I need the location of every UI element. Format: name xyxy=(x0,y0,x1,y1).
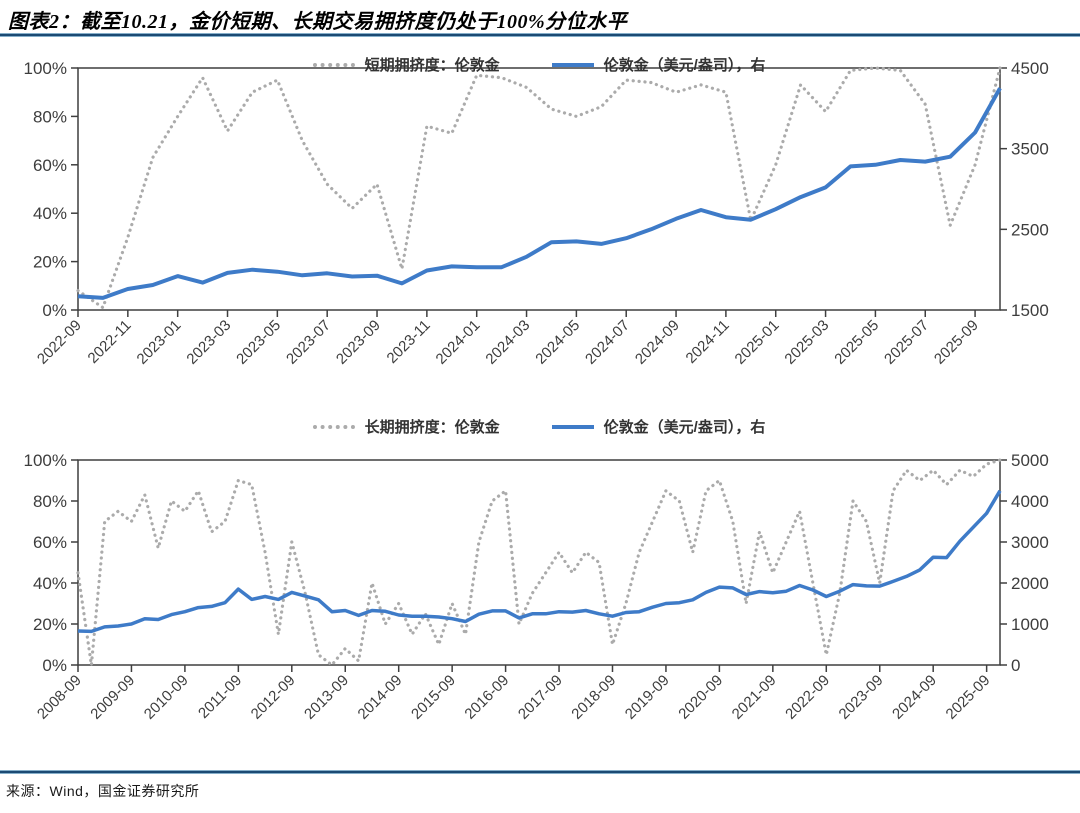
svg-text:2025-03: 2025-03 xyxy=(781,317,832,368)
svg-text:20%: 20% xyxy=(33,253,67,272)
legend-top-chart: 短期拥挤度：伦敦金 伦敦金（美元/盎司），右 xyxy=(78,54,1000,75)
svg-text:2023-07: 2023-07 xyxy=(283,317,334,368)
svg-text:2018-09: 2018-09 xyxy=(568,672,619,723)
title-divider xyxy=(0,33,1080,37)
svg-text:2011-09: 2011-09 xyxy=(195,672,245,722)
legend-item-long-term-crowding: 长期拥挤度：伦敦金 xyxy=(312,416,500,437)
svg-text:2024-11: 2024-11 xyxy=(683,317,733,367)
svg-text:60%: 60% xyxy=(33,156,67,175)
svg-text:40%: 40% xyxy=(33,574,67,593)
svg-text:1000: 1000 xyxy=(1011,615,1049,634)
svg-text:5000: 5000 xyxy=(1011,451,1049,470)
svg-text:2019-09: 2019-09 xyxy=(622,672,673,723)
legend-label: 长期拥挤度：伦敦金 xyxy=(364,419,500,436)
svg-text:2500: 2500 xyxy=(1011,220,1049,239)
source-note: 来源：Wind，国金证券研究所 xyxy=(6,783,200,799)
svg-text:2024-09: 2024-09 xyxy=(632,317,683,368)
svg-text:20%: 20% xyxy=(33,615,67,634)
svg-text:2025-01: 2025-01 xyxy=(732,317,783,368)
svg-text:2024-05: 2024-05 xyxy=(532,317,583,368)
svg-text:2024-07: 2024-07 xyxy=(582,317,633,368)
svg-text:0%: 0% xyxy=(42,301,67,320)
svg-text:2022-09: 2022-09 xyxy=(782,672,833,723)
svg-text:2020-09: 2020-09 xyxy=(675,672,726,723)
svg-text:2024-09: 2024-09 xyxy=(889,672,940,723)
svg-text:2012-09: 2012-09 xyxy=(248,672,299,723)
svg-text:2023-09: 2023-09 xyxy=(333,317,384,368)
solid-line-swatch xyxy=(551,424,594,429)
legend-bottom-chart: 长期拥挤度：伦敦金 伦敦金（美元/盎司），右 xyxy=(78,416,1000,437)
svg-text:2016-09: 2016-09 xyxy=(461,672,512,723)
svg-text:2023-03: 2023-03 xyxy=(183,317,234,368)
svg-text:2024-01: 2024-01 xyxy=(433,317,484,368)
svg-text:60%: 60% xyxy=(33,533,67,552)
svg-text:2000: 2000 xyxy=(1011,574,1049,593)
svg-text:2025-09: 2025-09 xyxy=(943,672,994,723)
svg-text:2023-09: 2023-09 xyxy=(836,672,887,723)
solid-line-swatch xyxy=(551,62,594,67)
svg-text:100%: 100% xyxy=(24,451,67,470)
svg-text:2023-11: 2023-11 xyxy=(384,317,434,367)
svg-text:2025-05: 2025-05 xyxy=(831,317,882,368)
svg-text:2022-09: 2022-09 xyxy=(34,317,85,368)
svg-text:2022-11: 2022-11 xyxy=(85,317,135,367)
svg-text:2013-09: 2013-09 xyxy=(301,672,352,723)
svg-text:2009-09: 2009-09 xyxy=(87,672,138,723)
dotted-line-swatch xyxy=(312,62,355,67)
svg-text:2014-09: 2014-09 xyxy=(355,672,406,723)
footer-divider xyxy=(0,770,1080,774)
svg-text:2023-01: 2023-01 xyxy=(134,317,185,368)
legend-label: 短期拥挤度：伦敦金 xyxy=(364,57,500,74)
svg-text:2021-09: 2021-09 xyxy=(729,672,780,723)
svg-text:2025-07: 2025-07 xyxy=(881,317,932,368)
svg-text:2015-09: 2015-09 xyxy=(408,672,459,723)
legend-item-gold-price: 伦敦金（美元/盎司），右 xyxy=(551,54,766,75)
legend-label: 伦敦金（美元/盎司），右 xyxy=(603,419,766,436)
svg-text:2025-09: 2025-09 xyxy=(931,317,982,368)
svg-text:2017-09: 2017-09 xyxy=(515,672,566,723)
svg-text:80%: 80% xyxy=(33,492,67,511)
svg-text:3000: 3000 xyxy=(1011,533,1049,552)
svg-text:3500: 3500 xyxy=(1011,140,1049,159)
legend-label: 伦敦金（美元/盎司），右 xyxy=(603,57,766,74)
svg-text:2024-03: 2024-03 xyxy=(482,317,533,368)
legend-item-short-term-crowding: 短期拥挤度：伦敦金 xyxy=(312,54,500,75)
svg-text:1500: 1500 xyxy=(1011,301,1049,320)
svg-text:100%: 100% xyxy=(24,59,67,78)
svg-text:0%: 0% xyxy=(42,656,67,675)
svg-text:2023-05: 2023-05 xyxy=(233,317,284,368)
svg-text:40%: 40% xyxy=(33,204,67,223)
svg-text:0: 0 xyxy=(1011,656,1020,675)
svg-text:2008-09: 2008-09 xyxy=(34,672,85,723)
figure-title: 图表2：截至10.21，金价短期、长期交易拥挤度仍处于100%分位水平 xyxy=(8,11,628,33)
svg-text:2010-09: 2010-09 xyxy=(141,672,192,723)
svg-text:80%: 80% xyxy=(33,107,67,126)
dotted-line-swatch xyxy=(312,424,355,429)
svg-text:4500: 4500 xyxy=(1011,59,1049,78)
legend-item-gold-price: 伦敦金（美元/盎司），右 xyxy=(551,416,766,437)
svg-text:4000: 4000 xyxy=(1011,492,1049,511)
